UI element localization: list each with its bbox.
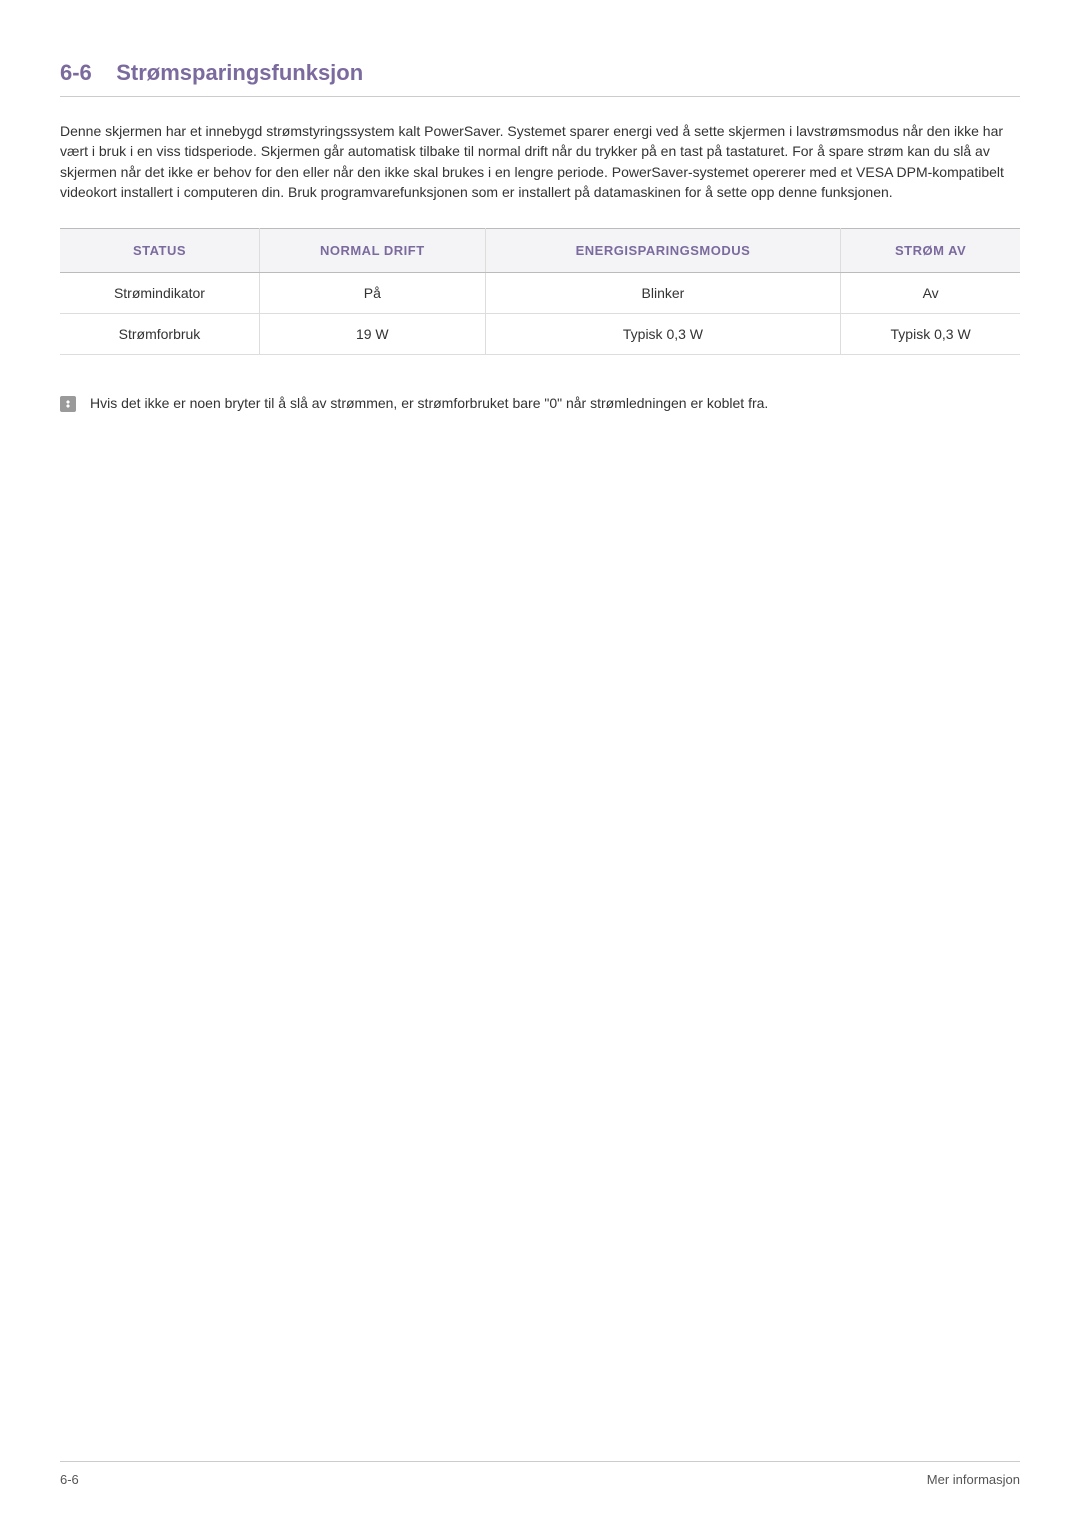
footer-left: 6-6 [60, 1472, 79, 1487]
cell: Strømindikator [60, 273, 259, 314]
cell: Typisk 0,3 W [841, 314, 1020, 355]
page-footer: 6-6 Mer informasjon [60, 1461, 1020, 1487]
col-normal: NORMAL DRIFT [259, 229, 485, 273]
note-text: Hvis det ikke er noen bryter til å slå a… [90, 395, 768, 411]
section-header: 6-6 Strømsparingsfunksjon [60, 60, 1020, 97]
cell: Blinker [485, 273, 841, 314]
col-energy: ENERGISPARINGSMODUS [485, 229, 841, 273]
table-row: Strømforbruk 19 W Typisk 0,3 W Typisk 0,… [60, 314, 1020, 355]
intro-paragraph: Denne skjermen har et innebygd strømstyr… [60, 121, 1020, 202]
power-table: STATUS NORMAL DRIFT ENERGISPARINGSMODUS … [60, 228, 1020, 355]
cell: 19 W [259, 314, 485, 355]
cell: Av [841, 273, 1020, 314]
info-icon [60, 396, 76, 412]
table-header-row: STATUS NORMAL DRIFT ENERGISPARINGSMODUS … [60, 229, 1020, 273]
section-title: Strømsparingsfunksjon [116, 60, 363, 85]
cell: På [259, 273, 485, 314]
table-row: Strømindikator På Blinker Av [60, 273, 1020, 314]
cell: Strømforbruk [60, 314, 259, 355]
col-status: STATUS [60, 229, 259, 273]
cell: Typisk 0,3 W [485, 314, 841, 355]
footer-right: Mer informasjon [927, 1472, 1020, 1487]
page-content: 6-6 Strømsparingsfunksjon Denne skjermen… [0, 0, 1080, 412]
section-number: 6-6 [60, 60, 92, 85]
note-row: Hvis det ikke er noen bryter til å slå a… [60, 395, 1020, 412]
col-off: STRØM AV [841, 229, 1020, 273]
